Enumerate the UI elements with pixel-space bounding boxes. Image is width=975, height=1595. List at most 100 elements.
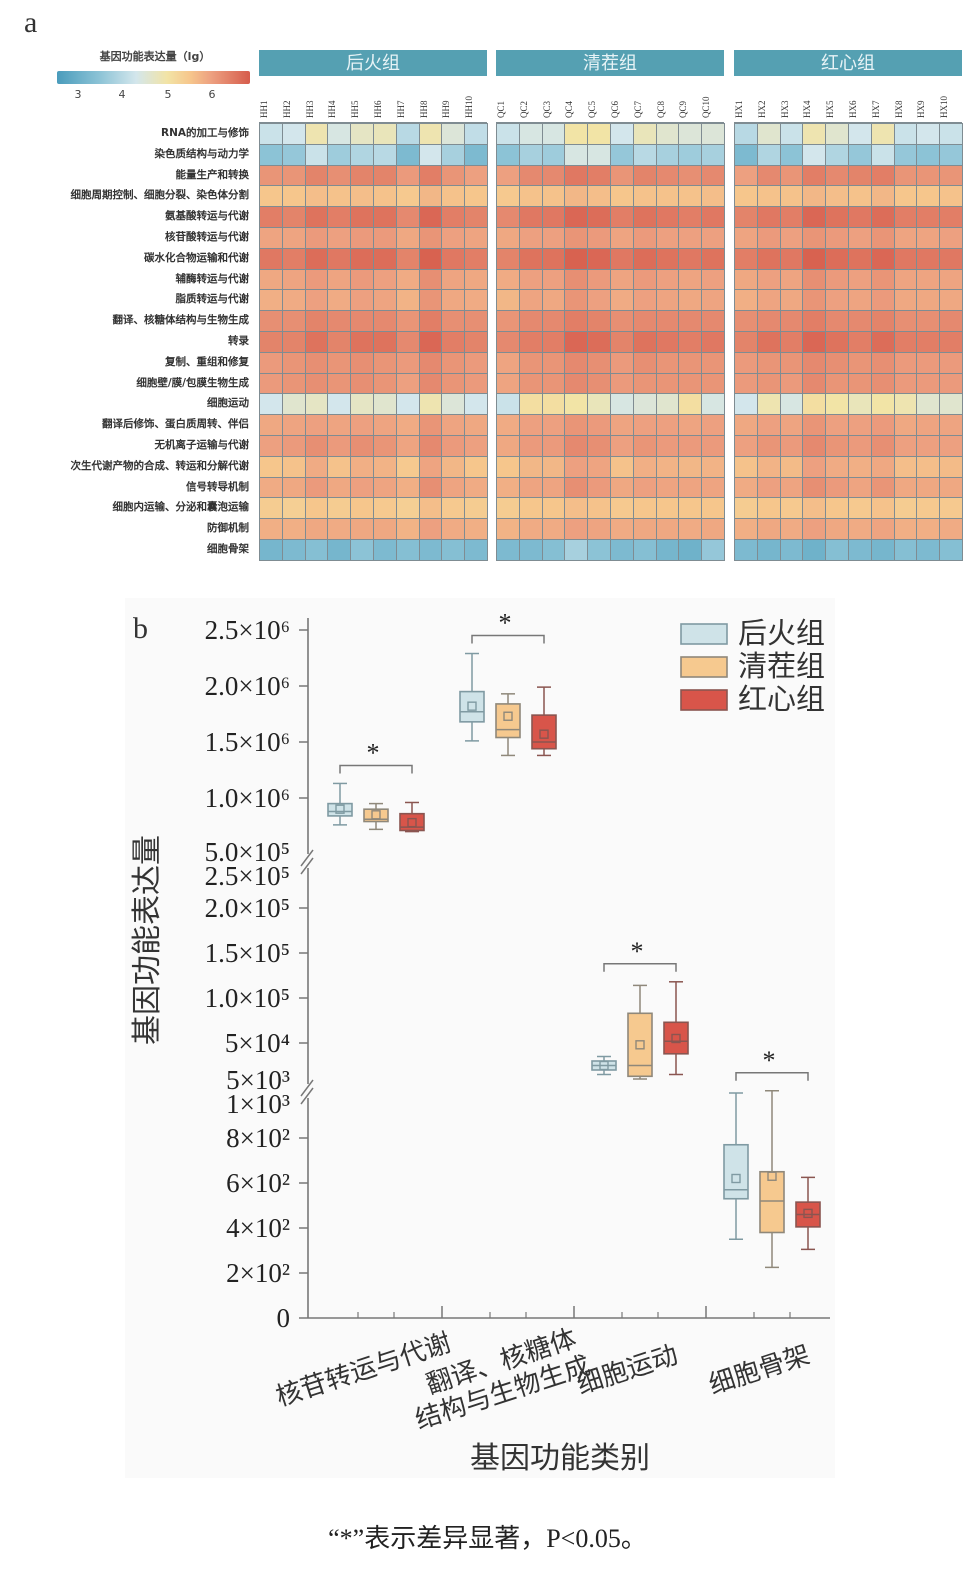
box-hongxin	[531, 686, 557, 757]
y-tick-label: 5.0×10⁵	[205, 837, 290, 867]
y-tick-label: 1.0×10⁶	[205, 783, 290, 813]
heatmap-row-label: 脂质转运与代谢	[175, 293, 250, 306]
mean-marker	[767, 1171, 777, 1181]
x-tick-label-line: 细胞骨架	[705, 1340, 813, 1400]
mean-marker	[671, 1033, 681, 1044]
heatmap-row-label: 核苷酸转运与代谢	[165, 231, 249, 243]
mean-marker	[371, 810, 381, 820]
legend-swatch	[680, 689, 728, 711]
heatmap-row-label: 翻译后修饰、蛋白质周转、伴侣	[102, 418, 249, 431]
heatmap-row-label: 碳水化合物运输和代谢	[144, 251, 249, 264]
heatmap-row-label: 细胞骨架	[207, 543, 249, 555]
heatmap-row-label: 转录	[228, 335, 249, 347]
mean-marker	[335, 804, 345, 814]
panel-b-label: b	[133, 612, 148, 645]
y-tick-label: 2.0×10⁶	[205, 671, 290, 701]
box-iqr	[459, 690, 485, 723]
axis-break-mark	[300, 849, 314, 867]
heatmap-row-label: 氨基酸转运与代谢	[165, 210, 249, 223]
significance-star: *	[763, 1046, 776, 1075]
box-hongxin	[399, 801, 425, 833]
footnote: “*”表示差异显著，P<0.05。	[328, 1524, 647, 1553]
y-tick-label: 1.0×10⁵	[205, 983, 290, 1013]
heatmap-row-label: 细胞周期控制、细胞分裂、染色体分割	[70, 189, 250, 202]
y-tick-label: 4×10²	[226, 1213, 290, 1243]
box-qingcha	[363, 802, 389, 831]
axis-break-mark	[300, 1087, 314, 1105]
legend-swatch	[680, 623, 728, 645]
box-houhuo	[459, 652, 485, 742]
colorbar-tick: 6	[208, 88, 216, 101]
colorbar	[57, 71, 250, 84]
y-tick-label: 1.5×10⁶	[205, 727, 290, 757]
significance-bracket	[471, 634, 545, 644]
box-qingcha	[759, 1090, 785, 1269]
significance-bracket	[735, 1072, 809, 1081]
y-tick-label: 2.0×10⁵	[205, 893, 290, 923]
y-tick-label: 0	[277, 1303, 291, 1333]
box-iqr	[627, 1012, 653, 1078]
heatmap-row-label: RNA的加工与修饰	[161, 127, 249, 139]
box-iqr	[531, 714, 557, 750]
boxplot-panel	[125, 598, 835, 1478]
y-tick-label: 2×10²	[226, 1258, 290, 1288]
heatmap-row-label: 能量生产和转换	[175, 168, 250, 181]
significance-bracket	[603, 963, 677, 972]
box-iqr	[663, 1021, 689, 1055]
y-tick-label: 2.5×10⁶	[205, 615, 290, 645]
colorbar-title: 基因功能表达量（lg）	[99, 50, 211, 63]
heatmap-row-label: 信号转导机制	[186, 480, 249, 493]
y-tick-label: 8×10²	[226, 1123, 290, 1153]
legend-label: 后火组	[738, 617, 825, 650]
legend-swatch	[680, 656, 728, 678]
heatmap-row-label: 复制、重组和修复	[165, 355, 249, 368]
mean-marker	[467, 701, 477, 711]
panel-a-label: a	[24, 6, 38, 39]
y-tick-label: 1.5×10⁵	[205, 938, 290, 968]
box-houhuo	[591, 1055, 617, 1076]
y-tick-label: 2.5×10⁵	[205, 861, 290, 891]
heatmap-row-label: 细胞内运输、分泌和囊泡运输	[112, 501, 250, 514]
box-iqr	[399, 812, 425, 832]
heatmap-row-label: 染色质结构与动力学	[154, 147, 250, 160]
heatmap-cell	[939, 539, 963, 561]
axis-break-mark	[300, 1079, 314, 1097]
heatmap-row-label: 翻译、核糖体结构与生物生成	[112, 314, 250, 327]
mean-marker	[503, 711, 513, 721]
heatmap-group-header: 红心组	[734, 50, 962, 76]
significance-star: *	[499, 609, 512, 638]
axis-break-gap	[302, 1084, 314, 1098]
x-axis-title: 基因功能类别	[470, 1442, 650, 1475]
box-iqr	[327, 802, 353, 817]
heatmap-row-label: 防御机制	[207, 522, 249, 535]
box-houhuo	[723, 1092, 749, 1240]
heatmap-row-label: 辅酶转运与代谢	[175, 272, 250, 285]
y-tick-label: 5×10³	[226, 1065, 290, 1095]
box-houhuo	[327, 782, 353, 826]
heatmap-row-label: 次生代谢产物的合成、转运和分解代谢	[70, 459, 250, 472]
axis-break-gap	[302, 854, 314, 868]
box-hongxin	[663, 981, 689, 1076]
x-tick-label: 细胞运动	[573, 1340, 681, 1400]
x-tick-label: 细胞骨架	[705, 1340, 813, 1400]
legend-label: 红心组	[738, 683, 825, 716]
box-qingcha	[627, 984, 653, 1080]
mean-marker	[599, 1060, 609, 1071]
mean-marker	[635, 1040, 645, 1050]
box-iqr	[363, 808, 389, 823]
colorbar-tick: 4	[118, 88, 126, 101]
mean-marker	[539, 729, 549, 739]
heatmap-row-label: 无机离子运输与代谢	[154, 439, 250, 451]
y-tick-label: 5×10⁴	[225, 1028, 290, 1058]
colorbar-tick: 5	[164, 88, 172, 101]
x-tick-label-line: 细胞运动	[573, 1340, 681, 1400]
colorbar-tick: 3	[74, 88, 82, 101]
heatmap-group-header: 清茬组	[496, 50, 724, 76]
box-qingcha	[495, 693, 521, 757]
box-iqr	[723, 1143, 749, 1200]
legend-label: 清茬组	[738, 650, 825, 683]
heatmap-row-label: 细胞壁/膜/包膜生物生成	[136, 376, 249, 389]
mean-marker	[731, 1173, 741, 1184]
y-tick-label: 1×10³	[226, 1089, 290, 1119]
